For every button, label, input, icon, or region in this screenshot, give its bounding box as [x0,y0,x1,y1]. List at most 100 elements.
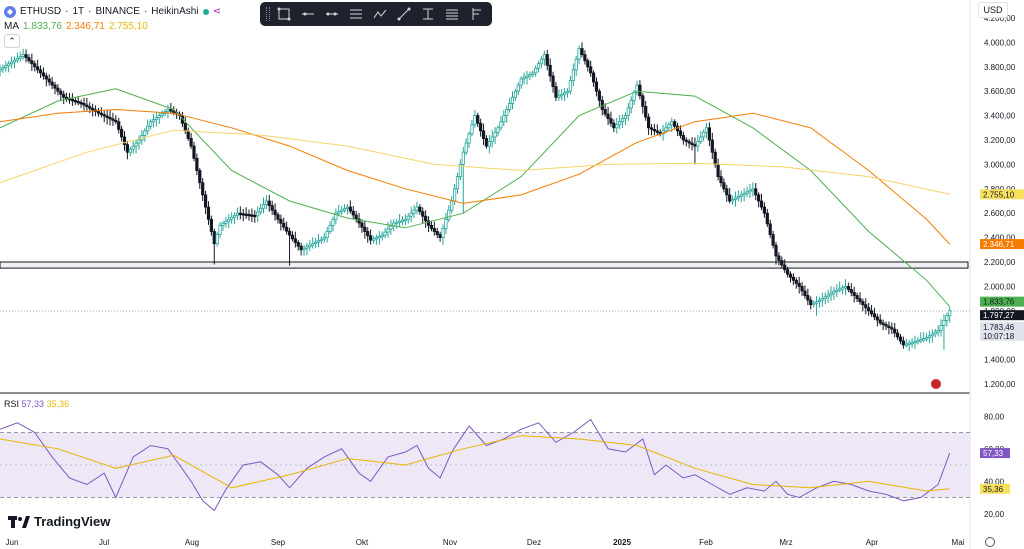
horizontal-line-icon[interactable] [298,4,318,24]
candle-body [800,285,804,292]
candle-body [591,72,596,83]
candle-body [664,127,668,132]
candle-body [102,114,106,117]
collapse-legend-button[interactable]: ⌃ [4,34,20,48]
candle-body [44,75,48,80]
candle-body [267,200,271,206]
candle-body [534,67,538,74]
ray-icon[interactable] [322,4,342,24]
candle-body [904,343,908,346]
candle-body [835,289,839,292]
candle-body [765,212,769,225]
candle-body [603,109,607,115]
price-label: 2.755,10 [983,190,1015,199]
candle-body [814,301,819,304]
candle-body [470,124,474,135]
candle-body [432,228,436,232]
candle-body [884,324,888,327]
candle-body [539,58,544,65]
time-axis-tick: Jun [6,538,19,547]
candle-body [143,130,147,136]
candle-body [450,200,454,211]
tradingview-logo[interactable]: TradingView [8,514,110,529]
chevron-up-icon: ⌃ [8,35,16,46]
candles [0,42,952,352]
candle-body [916,339,920,343]
price-axis-tick: 3.600,00 [984,87,1016,96]
candle-body [557,95,561,98]
rsi-ma-value: 35,36 [46,399,70,409]
candle-body [797,282,801,287]
candle-body [374,237,379,240]
candle-body [826,294,830,298]
candle-body [615,124,619,129]
candle-body [563,92,567,95]
price-axis-tick: 3.400,00 [984,112,1016,121]
ma-row[interactable]: MA 1.833,76 2.346,71 2.755,10 [4,19,221,34]
candle-body [629,99,633,109]
candle-body [331,218,335,226]
candle-body [70,98,74,102]
candle-body [53,84,57,89]
candle-body [166,109,170,112]
candle-body [30,60,34,65]
candle-body [319,238,324,242]
timeframe: 1T [72,6,85,17]
candle-body [896,332,900,338]
candle-body [73,99,77,103]
price-label-bg [980,310,1024,321]
candle-body [383,231,387,236]
rectangle-tool-icon[interactable] [274,4,294,24]
rsi-series-line [0,418,951,512]
candle-body [481,130,486,139]
candle-body [328,224,332,232]
candle-body [308,244,312,248]
candle-body [146,125,150,132]
candle-body [380,234,384,238]
trend-line-icon[interactable] [394,4,414,24]
share-icon[interactable]: ⋖ [212,6,221,17]
us-flag-icon [931,379,941,389]
candle-body [360,222,364,228]
candle-body [241,213,245,216]
gear-icon[interactable] [985,537,995,547]
candle-body [522,77,526,80]
parallel-channel-icon[interactable] [346,4,366,24]
candle-body [128,148,132,153]
forecast-tool-icon[interactable] [466,4,486,24]
candle-body [710,139,714,153]
candle-body [780,260,784,266]
currency-button[interactable]: USD [978,2,1008,18]
candle-body [137,139,141,144]
candle-body [745,191,749,194]
candle-body [88,106,92,109]
candle-body [635,84,639,94]
rsi-legend[interactable]: RSI 57,33 35,36 [4,399,69,409]
time-axis-tick: Apr [866,538,879,547]
candle-body [907,342,911,346]
price-label: 1.783,46 [983,323,1015,332]
path-tool-icon[interactable] [370,4,390,24]
candle-body [209,218,213,232]
candle-body [548,64,552,77]
candle-body [612,122,616,129]
candle-body [513,90,518,98]
candle-body [0,68,2,72]
candle-body [406,215,410,220]
candle-body [99,112,103,116]
price-axis-tick: 2.600,00 [984,209,1016,218]
price-label-bg [980,239,1024,250]
candle-body [788,273,793,278]
candle-body [565,90,570,94]
candle-body [461,151,465,165]
text-tool-icon[interactable] [442,4,462,24]
candle-body [160,113,164,116]
tradingview-logo-icon [8,515,30,528]
symbol-row[interactable]: ◆ ETHUSD · 1T · BINANCE · HeikinAshi ⋖ [4,4,221,19]
rsi-axis-tick: 40,00 [984,477,1005,486]
fib-tool-icon[interactable] [418,4,438,24]
candle-body [195,157,199,171]
toolbar-drag-handle[interactable] [266,7,270,21]
candle-body [371,238,376,241]
